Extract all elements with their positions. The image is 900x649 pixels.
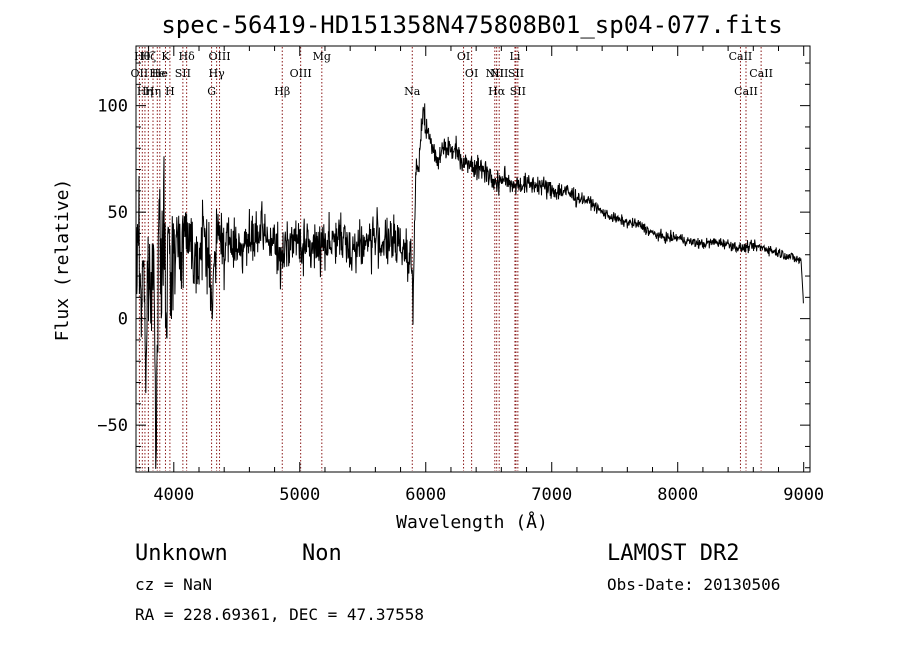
axis-ticks: 4000 5000 6000 7000 8000 9000 −50 0 50 100 <box>97 46 824 505</box>
x-axis-label: Wavelength (Å) <box>396 511 548 533</box>
line-marker-label: Hη <box>145 85 161 98</box>
line-marker-label: Li <box>510 50 521 63</box>
line-marker-label: OII <box>131 67 149 80</box>
line-marker-label: Hβ <box>274 85 290 98</box>
line-marker-label: SII <box>508 67 524 80</box>
x-tick-label: 4000 <box>153 485 194 505</box>
spectral-line-markers <box>138 47 762 471</box>
observation-date: Obs-Date: 20130506 <box>607 575 780 594</box>
line-marker-label: Hζ <box>141 50 157 63</box>
ra-dec-coords: RA = 228.69361, DEC = 47.37558 <box>135 605 424 624</box>
line-marker-label: CaII <box>749 67 773 80</box>
y-axis-label: Flux (relative) <box>52 179 73 342</box>
spectral-line-labels: OIIHθHηHζHηHeHeKHSIIHδGHγOIIIHβOIIIMgNaO… <box>131 50 773 98</box>
y-tick-label: −50 <box>97 416 128 436</box>
x-tick-label: 9000 <box>783 485 824 505</box>
object-subclass: Non <box>302 541 342 566</box>
y-tick-label: 50 <box>108 203 128 223</box>
y-tick-label: 0 <box>118 310 128 330</box>
spectrum-series <box>135 103 804 469</box>
line-marker-label: Hα <box>488 85 506 98</box>
line-marker-label: G <box>207 85 216 98</box>
line-marker-label: CaII <box>734 85 758 98</box>
line-marker-label: OI <box>465 67 478 80</box>
x-tick-label: 5000 <box>279 485 320 505</box>
line-marker-label: OIII <box>208 50 230 63</box>
line-marker-label: NII <box>486 67 504 80</box>
line-marker-label: He <box>152 67 168 80</box>
line-marker-label: K <box>161 50 170 63</box>
line-marker-label: H <box>165 85 175 98</box>
line-marker-label: SII <box>510 85 526 98</box>
line-marker-label: Na <box>404 85 421 98</box>
line-marker-label: Hη <box>137 85 153 98</box>
line-marker-label: He <box>149 67 165 80</box>
object-class: Unknown <box>135 541 228 566</box>
x-tick-label: 8000 <box>657 485 698 505</box>
line-marker-label: NII <box>490 67 508 80</box>
line-marker-label: OI <box>457 50 470 63</box>
line-marker-label: CaII <box>729 50 753 63</box>
line-marker-label: OIII <box>290 67 312 80</box>
x-tick-label: 6000 <box>405 485 446 505</box>
redshift-cz: cz = NaN <box>135 575 212 594</box>
line-marker-label: SII <box>175 67 191 80</box>
line-marker-label: Mg <box>313 50 331 63</box>
y-tick-label: 100 <box>97 97 128 117</box>
x-tick-label: 7000 <box>531 485 572 505</box>
chart-title: spec-56419-HD151358N475808B01_sp04-077.f… <box>161 11 782 39</box>
line-marker-label: Hδ <box>179 50 196 63</box>
survey-name: LAMOST DR2 <box>607 541 739 566</box>
line-marker-label: Hθ <box>134 50 151 63</box>
line-marker-label: Hγ <box>209 67 226 80</box>
plot-frame <box>135 45 811 473</box>
